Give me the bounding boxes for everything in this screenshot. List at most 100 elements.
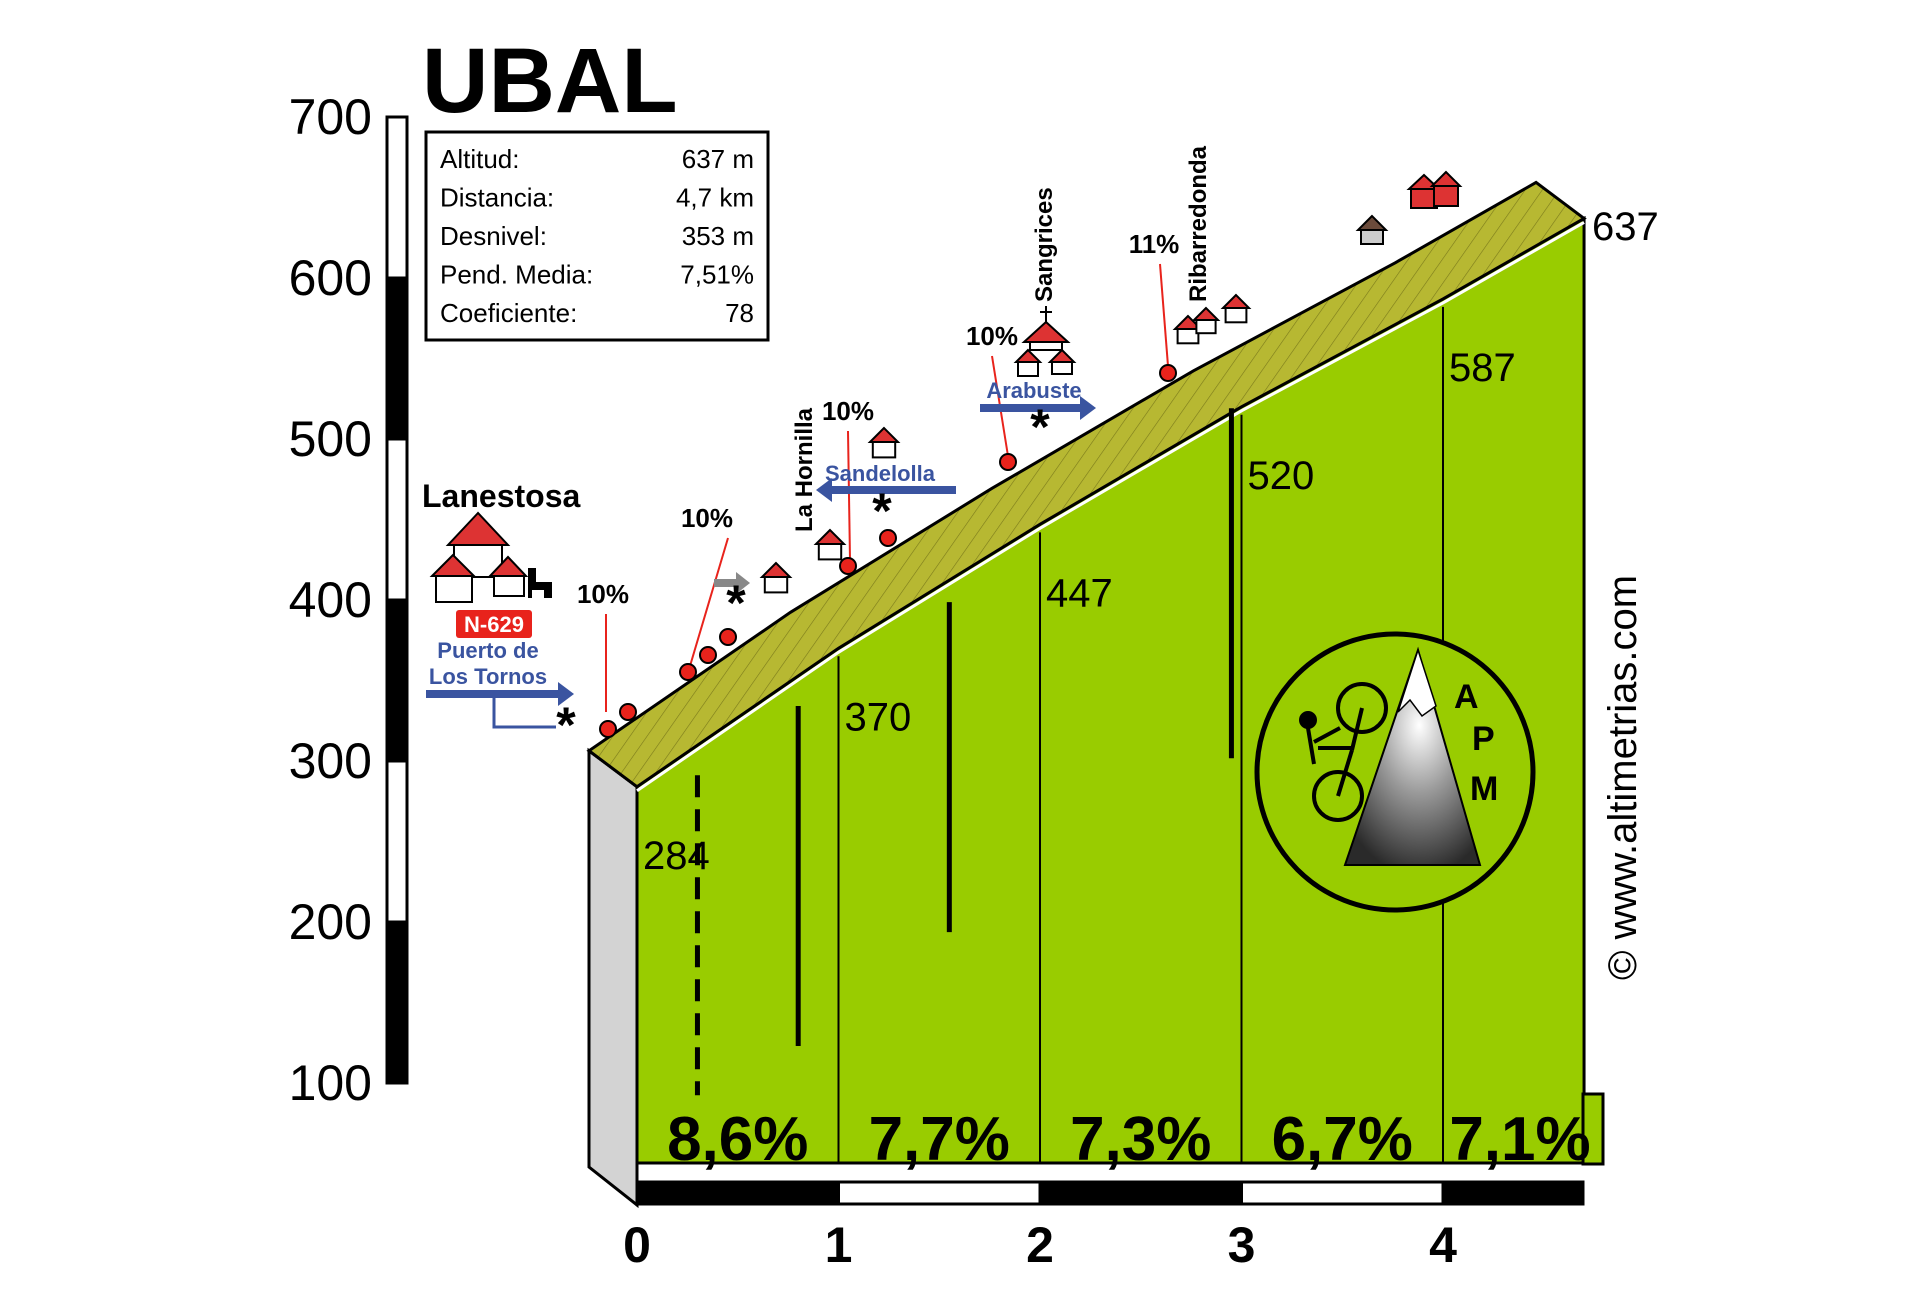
road-surface [586, 180, 1587, 789]
village-2: Sangrices [1013, 187, 1077, 377]
church-icon [1013, 306, 1077, 377]
house-icon [867, 426, 901, 459]
junction-3-label: Arabuste [986, 378, 1081, 403]
x-tick-labels: 0 1 2 3 4 [623, 1217, 1457, 1273]
route-point-marker [719, 628, 737, 646]
route-point-marker [699, 646, 717, 664]
distance-bar [635, 1180, 1585, 1206]
village-1: La Hornilla [791, 407, 818, 532]
x-tick-label: 2 [1026, 1217, 1054, 1273]
road-badge-label: N-629 [464, 612, 524, 637]
stat-label: Desnivel: [440, 221, 547, 251]
segment-gradient-label: 7,3% [1070, 1105, 1211, 1174]
route-point-markers [599, 364, 1177, 738]
km-altitude-label: 284 [643, 834, 710, 878]
house-icon [759, 561, 793, 594]
y-tick-label: 700 [289, 89, 372, 145]
stat-label: Distancia: [440, 183, 554, 213]
junction-2: Sandelolla [816, 461, 956, 502]
start-town-label: Lanestosa [422, 478, 580, 514]
cyclist-icon [1299, 682, 1388, 822]
y-tick-label: 400 [289, 572, 372, 628]
stat-value: 78 [725, 298, 754, 328]
village-3-label: Ribarredonda [1185, 145, 1212, 302]
km-altitude-label: 520 [1248, 454, 1315, 498]
segment-gradient-label: 7,1% [1449, 1105, 1590, 1174]
side-road-arrow-icon [714, 572, 750, 594]
stat-label: Pend. Media: [440, 260, 593, 290]
road-badge [456, 610, 532, 638]
stat-label: Coeficiente: [440, 298, 577, 328]
peak-leader-line [1159, 263, 1169, 367]
house-icon [1220, 293, 1252, 324]
route-point-marker [839, 557, 857, 575]
arrow-right-icon [980, 396, 1096, 420]
junction-3: Arabuste [980, 378, 1096, 420]
segment-gradient-label: 7,7% [869, 1105, 1010, 1174]
road-edge-white [636, 221, 1585, 792]
scale-block [385, 276, 409, 441]
stat-value: 637 m [682, 144, 754, 174]
distance-block [1038, 1180, 1243, 1206]
altitude-scale [385, 115, 409, 1085]
peak-gradient-label: 10% [681, 503, 733, 533]
route-point-marker [599, 720, 617, 738]
peak-gradient-label: 10% [966, 321, 1018, 351]
house-icon [1191, 306, 1221, 335]
scale-block [385, 759, 409, 924]
distance-block [837, 1180, 1042, 1206]
town-houses-icon [429, 511, 552, 603]
peak-leader-line [689, 537, 729, 667]
distance-block [635, 1180, 840, 1206]
scale-block [385, 920, 409, 1085]
y-tick-label: 300 [289, 733, 372, 789]
stat-value: 353 m [682, 221, 754, 251]
village-1-label: La Hornilla [791, 407, 818, 532]
right-step [1581, 1092, 1605, 1166]
x-tick-label: 1 [825, 1217, 853, 1273]
peak-gradient-label: 10% [577, 579, 629, 609]
route-point-marker [619, 703, 637, 721]
segment-gradient-label: 8,6% [667, 1105, 808, 1174]
km-altitude-label: 587 [1449, 346, 1516, 390]
junction-1-label: Puerto de Los Tornos [429, 638, 547, 689]
arrow-right-icon [426, 682, 574, 729]
scale-block [385, 437, 409, 602]
junction-asterisk-icon: * [726, 575, 746, 631]
chart-title: UBAL [422, 30, 678, 132]
segment-gradient-label: 6,7% [1272, 1105, 1413, 1174]
barn-icons [1355, 170, 1463, 245]
x-tick-label: 3 [1228, 1217, 1256, 1273]
house-icon [813, 528, 847, 561]
route-point-marker [679, 663, 697, 681]
y-tick-label: 500 [289, 411, 372, 467]
route-point-marker [999, 453, 1017, 471]
arrow-left-icon [816, 478, 956, 502]
km-altitude-labels: 284 370 447 520 587 [643, 346, 1516, 878]
house-icons [759, 293, 1252, 594]
stats-box: Altitud: 637 m Distancia: 4,7 km Desnivel: 35… [424, 130, 770, 342]
km-lines [694, 306, 1444, 1163]
segment-gradients: 8,6% 7,7% 7,3% 6,7% 7,1% [667, 1105, 1591, 1174]
y-tick-label: 100 [289, 1055, 372, 1111]
stat-value: 4,7 km [676, 183, 754, 213]
x-tick-label: 0 [623, 1217, 651, 1273]
x-tick-label: 4 [1429, 1217, 1457, 1273]
junction-2-label: Sandelolla [825, 461, 936, 486]
y-tick-label: 200 [289, 894, 372, 950]
peak-gradient-markers: 10% 10% 10% 10% 11% [577, 229, 1179, 712]
end-altitude-label: 637 [1592, 205, 1659, 249]
scale-block [385, 598, 409, 763]
km-altitude-label: 447 [1046, 571, 1113, 615]
y-tick-labels: 700 600 500 400 300 200 100 [289, 89, 372, 1111]
village-3: Ribarredonda [1185, 145, 1212, 302]
start-town: Lanestosa N-629 Puerto de Los Tornos [422, 478, 580, 729]
y-tick-label: 600 [289, 250, 372, 306]
distance-block [1240, 1180, 1445, 1206]
profile-body [586, 180, 1605, 1209]
peak-leader-line [847, 430, 851, 561]
junction-asterisk-icons: * * * * [556, 399, 1050, 753]
scale-block [385, 115, 409, 280]
